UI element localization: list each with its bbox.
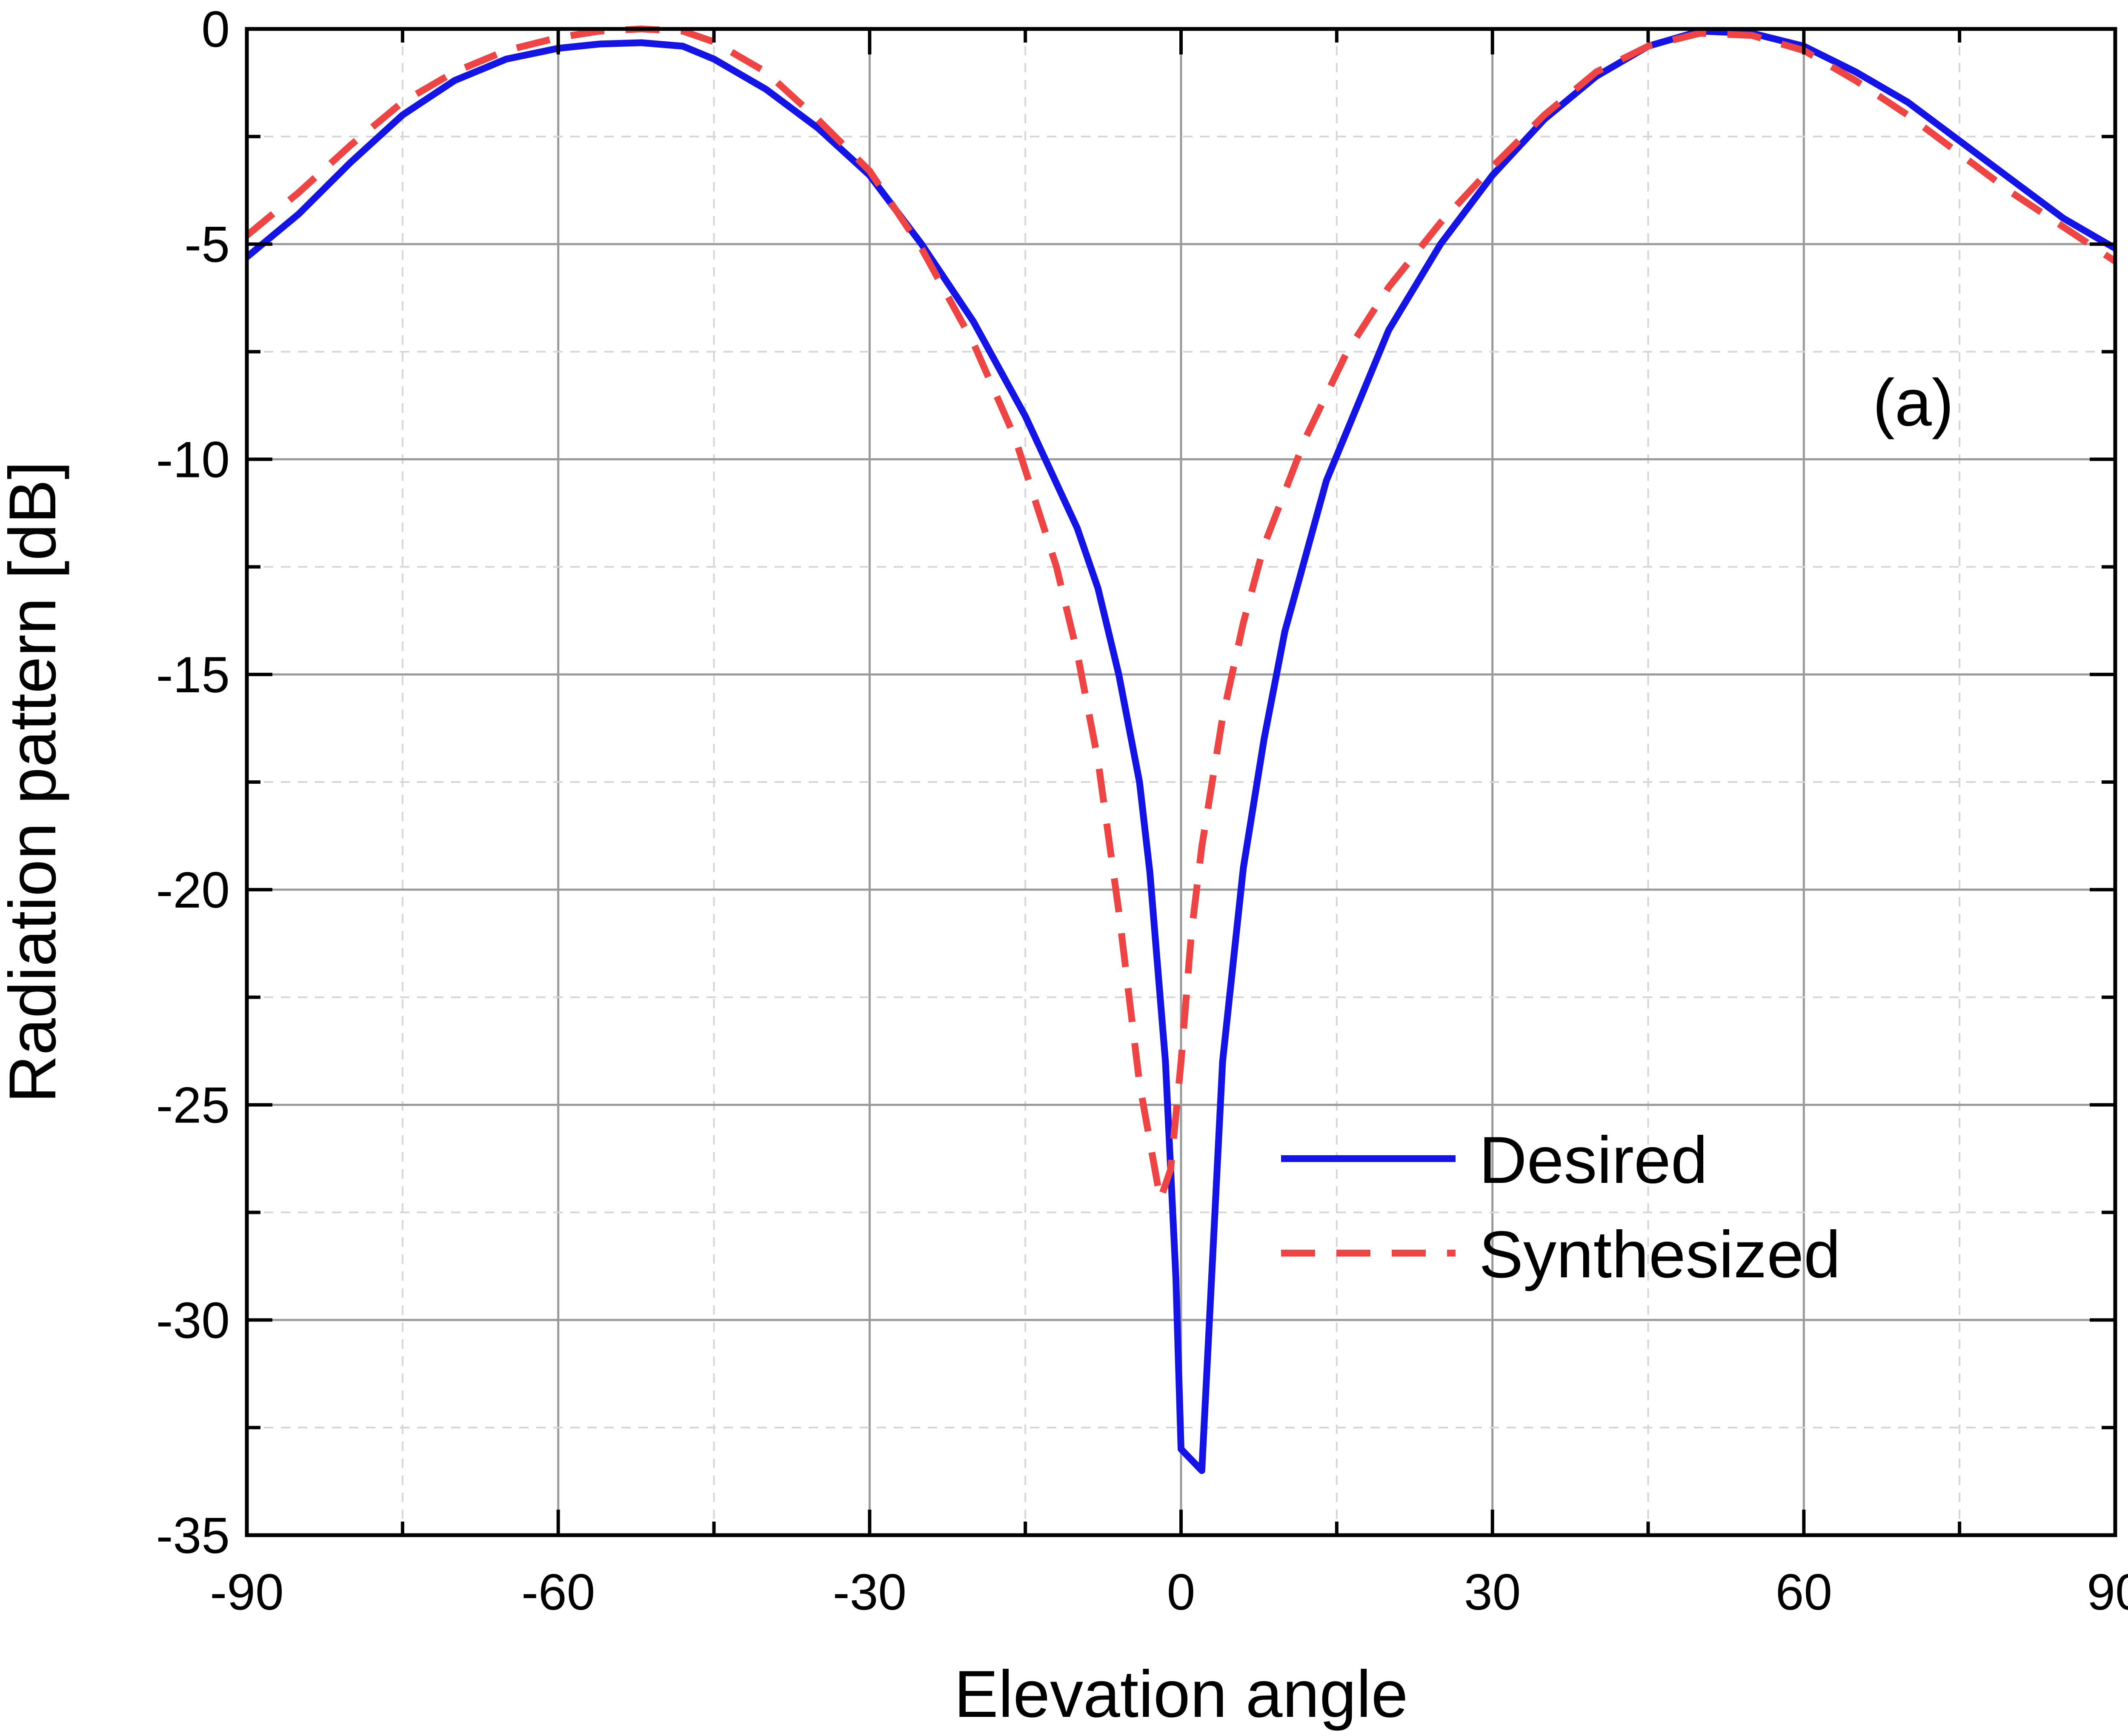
x-tick-label: -90 — [210, 1564, 283, 1621]
x-tick-label: 30 — [1464, 1564, 1521, 1621]
y-axis-title: Radiation pattern [dB] — [0, 461, 70, 1103]
legend-label-synthesized: Synthesized — [1479, 1218, 1841, 1292]
y-tick-label: -20 — [156, 862, 230, 919]
legend-label-desired: Desired — [1479, 1123, 1708, 1197]
panel-label: (a) — [1873, 366, 1954, 440]
tick-layer: -90 -60 -30 0 30 60 90 0 -5 -10 -15 -20 -25 -30 -35 — [156, 1, 2128, 1621]
x-axis-title: Elevation angle — [954, 1657, 1408, 1731]
x-tick-label: 90 — [2087, 1564, 2128, 1621]
label-layer: Elevation angle Radiation pattern [dB] (… — [0, 366, 1954, 1731]
y-tick-label: -30 — [156, 1292, 230, 1349]
y-tick-label: -10 — [156, 431, 230, 488]
x-tick-label: -60 — [521, 1564, 595, 1621]
x-tick-label: 60 — [1776, 1564, 1832, 1621]
grid-layer — [247, 29, 2115, 1535]
x-tick-label: -30 — [833, 1564, 907, 1621]
x-tick-label: 0 — [1167, 1564, 1196, 1621]
y-tick-label: -5 — [184, 216, 230, 273]
y-tick-label: -25 — [156, 1077, 230, 1134]
y-tick-label: -35 — [156, 1507, 230, 1564]
y-tick-label: 0 — [201, 1, 230, 58]
y-tick-label: -15 — [156, 646, 230, 703]
legend: Desired Synthesized — [1281, 1123, 1841, 1292]
